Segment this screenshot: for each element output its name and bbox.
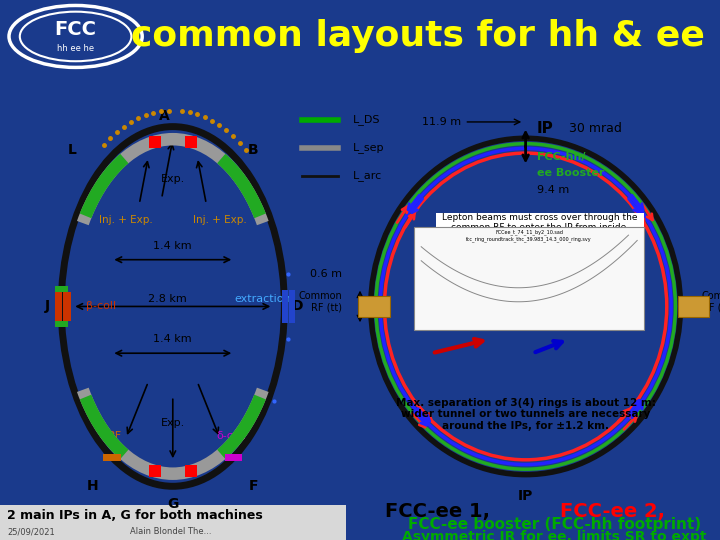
Text: 1.4 km: 1.4 km xyxy=(153,334,192,344)
Text: Inj. + Exp.: Inj. + Exp. xyxy=(99,215,153,225)
Text: IP: IP xyxy=(518,489,534,503)
Bar xyxy=(358,296,390,317)
Text: L_sep: L_sep xyxy=(353,142,384,153)
Bar xyxy=(282,290,288,323)
Text: B: B xyxy=(248,143,258,157)
Text: β-coll: β-coll xyxy=(86,301,116,312)
Text: Alain Blondel The...: Alain Blondel The... xyxy=(130,527,211,536)
Text: L_DS: L_DS xyxy=(353,114,380,125)
Text: FCC: FCC xyxy=(55,19,96,39)
Text: F: F xyxy=(248,480,258,493)
Text: 2 main IPs in A, G for both machines: 2 main IPs in A, G for both machines xyxy=(7,509,263,522)
Text: FCC-ee booster (FCC-hh footprint): FCC-ee booster (FCC-hh footprint) xyxy=(408,517,701,532)
Bar xyxy=(55,286,68,292)
Text: FCCee_t_74_11_by2_10.sad
fcc_ring_roundtrack_thc_39.983_14.3_000_ring.svy: FCCee_t_74_11_by2_10.sad fcc_ring_roundt… xyxy=(467,230,592,241)
Text: G: G xyxy=(167,497,179,511)
Bar xyxy=(55,321,68,327)
Bar xyxy=(289,290,295,323)
Text: 1.4 km: 1.4 km xyxy=(153,241,192,251)
Text: δ-coll: δ-coll xyxy=(216,431,246,441)
Bar xyxy=(149,465,161,477)
Text: Exp.: Exp. xyxy=(161,174,185,184)
Text: H: H xyxy=(86,480,98,493)
Text: FCC-ee 2,: FCC-ee 2, xyxy=(559,502,665,521)
Text: FCC-ee 1,: FCC-ee 1, xyxy=(385,502,497,521)
Text: Lepton beams must cross over through the
common RF to enter the IP from inside.
: Lepton beams must cross over through the… xyxy=(436,213,644,243)
Bar xyxy=(185,465,197,477)
Text: L_arc: L_arc xyxy=(353,170,382,181)
Text: Common
RF (tt): Common RF (tt) xyxy=(702,291,720,313)
Bar xyxy=(149,136,161,148)
Text: hh ee he: hh ee he xyxy=(57,44,94,53)
Text: ee Booster: ee Booster xyxy=(537,168,605,178)
Text: Exp.: Exp. xyxy=(161,418,185,428)
Text: Max. separation of 3(4) rings is about 12 m:
wider tunnel or two tunnels are nec: Max. separation of 3(4) rings is about 1… xyxy=(396,397,655,431)
Text: 25/09/2021: 25/09/2021 xyxy=(7,527,55,536)
Text: Inj. + Exp.: Inj. + Exp. xyxy=(193,215,246,225)
Text: J: J xyxy=(45,300,50,313)
Bar xyxy=(225,454,242,461)
Text: RF: RF xyxy=(108,431,122,441)
Text: 11.9 m: 11.9 m xyxy=(422,117,461,127)
Text: extraction: extraction xyxy=(234,294,291,304)
Text: Asymmetric IR for ee, limits SR to expt: Asymmetric IR for ee, limits SR to expt xyxy=(402,530,706,540)
Text: 2.8 km: 2.8 km xyxy=(148,294,186,304)
Text: common layouts for hh & ee: common layouts for hh & ee xyxy=(130,19,705,53)
Bar xyxy=(55,292,62,321)
Text: D: D xyxy=(292,300,304,313)
Text: IP: IP xyxy=(536,122,553,137)
Text: FCC-hh/: FCC-hh/ xyxy=(537,152,585,162)
Bar xyxy=(104,454,121,461)
Bar xyxy=(185,136,197,148)
Text: 0.6 m: 0.6 m xyxy=(310,269,342,279)
Text: 30 mrad: 30 mrad xyxy=(569,123,621,136)
Bar xyxy=(63,292,71,321)
Bar xyxy=(414,227,644,330)
Text: A: A xyxy=(158,109,169,123)
Text: L: L xyxy=(68,143,77,157)
Bar xyxy=(0,505,346,540)
Text: Common
RF (tt): Common RF (tt) xyxy=(298,291,342,313)
Text: 9.4 m: 9.4 m xyxy=(537,185,570,195)
Bar xyxy=(678,296,709,317)
